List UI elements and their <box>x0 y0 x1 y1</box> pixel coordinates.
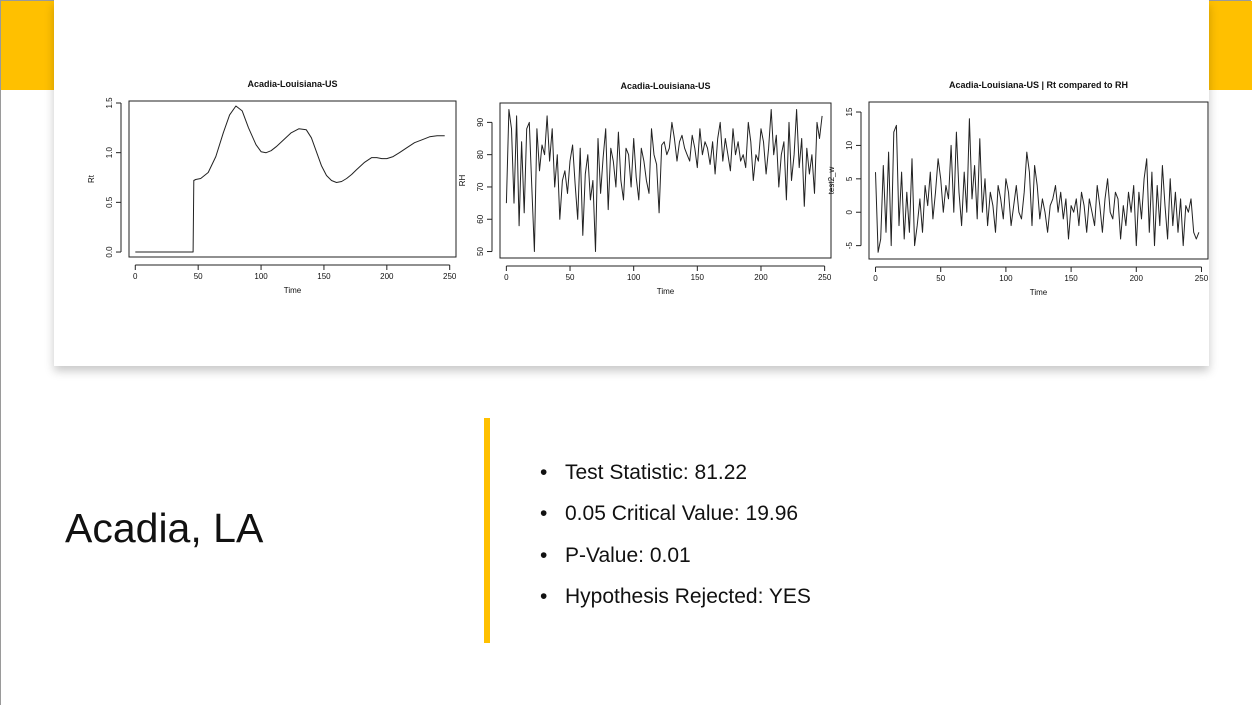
x-tick-label: 200 <box>754 273 768 282</box>
bullet-dot-icon: • <box>540 502 548 526</box>
y-tick-label: 10 <box>845 140 854 149</box>
y-tick-label: 1.5 <box>105 97 114 109</box>
x-tick-label: 50 <box>194 272 203 281</box>
x-tick-label: 250 <box>1195 274 1209 283</box>
accent-bar-right <box>1209 1 1252 90</box>
y-tick-label: 0 <box>845 209 854 214</box>
y-tick-label: 80 <box>476 150 485 159</box>
bullet-text: Test Statistic: 81.22 <box>565 461 748 484</box>
y-axis-label: test2_w <box>827 166 836 194</box>
series-line <box>875 118 1200 253</box>
charts-svg: Acadia-Louisiana-US0 50 100 150 200 250Time0.… <box>87 79 1209 297</box>
x-tick-label: 250 <box>443 272 457 281</box>
chart-test2w: Acadia-Louisiana-US | Rt compared to RH 0… <box>827 80 1209 297</box>
chart-rt: Acadia-Louisiana-US 0 50 100 150 200 250 Time 0.… <box>87 79 457 295</box>
y-tick-label: 50 <box>476 247 485 256</box>
y-tick-label: -5 <box>845 242 854 250</box>
x-tick-label: 100 <box>999 274 1013 283</box>
chart-title: Acadia-Louisiana-US <box>620 81 710 91</box>
x-tick-label: 150 <box>691 273 705 282</box>
x-tick-label: 0 <box>504 273 509 282</box>
y-tick-label: 5 <box>845 176 854 181</box>
y-axis-label: RH <box>458 175 467 187</box>
x-tick-label: 100 <box>627 273 641 282</box>
series-line <box>135 105 445 253</box>
x-axis-label: Time <box>284 286 302 295</box>
chart-rh: Acadia-Louisiana-US 0 50 100 150 200 250 Time 50… <box>458 81 832 296</box>
chart-title: Acadia-Louisiana-US | Rt compared to RH <box>949 80 1128 90</box>
x-tick-label: 50 <box>566 273 575 282</box>
bullet-text: Hypothesis Rejected: YES <box>565 584 811 608</box>
x-tick-label: 150 <box>317 272 331 281</box>
plot-frame <box>868 101 1209 260</box>
slide-title: Acadia, LA <box>65 505 264 551</box>
bullet-text: P-Value: 0.01 <box>565 543 691 567</box>
y-tick-label: 70 <box>476 182 485 191</box>
y-tick-label: 0.0 <box>105 246 114 258</box>
y-tick-label: 15 <box>845 107 854 116</box>
x-tick-label: 0 <box>133 272 138 281</box>
y-tick-label: 90 <box>476 117 485 126</box>
bullet-hypothesis-rejected: • Hypothesis Rejected: YES <box>540 576 811 617</box>
x-tick-label: 100 <box>254 272 268 281</box>
x-axis-label: Time <box>657 287 675 296</box>
plot-frame <box>499 102 832 259</box>
results-bullet-list: • Test Statistic: 81.22 • 0.05 Critical Va… <box>540 452 811 617</box>
y-axis-label: Rt <box>87 174 96 183</box>
chart-title: Acadia-Louisiana-US <box>247 79 337 89</box>
bullet-dot-icon: • <box>540 584 548 608</box>
accent-bar-left <box>1 1 56 90</box>
bullet-test-statistic: • Test Statistic: 81.22 <box>540 452 811 493</box>
bullet-p-value: • P-Value: 0.01 <box>540 535 811 576</box>
x-tick-label: 50 <box>936 274 945 283</box>
x-tick-label: 200 <box>380 272 394 281</box>
x-axis-label: Time <box>1030 288 1048 297</box>
charts-figure-panel: Acadia-Louisiana-US 0 50 100 150 200 250 Time 0.… <box>54 0 1209 366</box>
x-tick-label: 250 <box>818 273 832 282</box>
plot-frame <box>128 100 457 258</box>
series-line <box>505 109 823 252</box>
vertical-divider <box>484 418 490 643</box>
bullet-text: 0.05 Critical Value: 19.96 <box>565 502 799 526</box>
y-tick-label: 60 <box>476 214 485 223</box>
x-tick-label: 150 <box>1064 274 1078 283</box>
bullet-dot-icon: • <box>540 543 548 567</box>
x-tick-label: 0 <box>873 274 878 283</box>
x-tick-label: 200 <box>1130 274 1144 283</box>
y-tick-label: 0.5 <box>105 196 114 208</box>
bullet-dot-icon: • <box>540 461 548 484</box>
bullet-critical-value: • 0.05 Critical Value: 19.96 <box>540 493 811 534</box>
y-tick-label: 1.0 <box>105 147 114 159</box>
